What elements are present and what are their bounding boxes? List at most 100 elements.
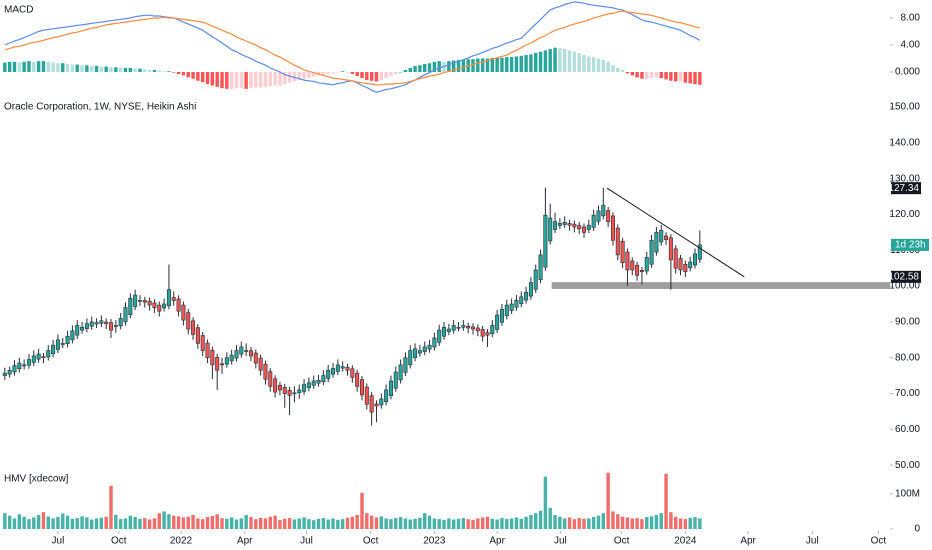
candle-body	[446, 328, 451, 332]
volume-bar	[505, 519, 509, 529]
volume-bar	[229, 517, 234, 529]
price-y-tick-label: 140.00	[889, 137, 920, 148]
macd-histogram-bar	[46, 61, 50, 72]
candle-body	[610, 215, 615, 241]
candle-body	[427, 344, 432, 350]
volume-bar	[456, 518, 461, 529]
candle-body	[664, 235, 669, 240]
volume-bar	[587, 518, 591, 529]
macd-histogram-bar	[7, 61, 12, 72]
macd-histogram-bar	[427, 63, 432, 72]
x-tick-label: Apr	[237, 536, 253, 547]
volume-bar	[630, 518, 634, 529]
macd-histogram-bar	[490, 57, 494, 72]
candle-body	[388, 380, 393, 396]
candle-body	[123, 307, 128, 323]
volume-y-tick-label: 0	[914, 524, 920, 535]
candle-body	[181, 304, 186, 321]
candle-body	[369, 395, 374, 413]
volume-bar	[201, 519, 205, 529]
candle-body	[186, 312, 191, 330]
candle-body	[70, 330, 75, 341]
macd-histogram-bar	[75, 64, 79, 72]
volume-bar	[205, 517, 210, 529]
volume-bar	[562, 518, 567, 529]
macd-histogram-bar	[220, 71, 224, 89]
volume-bar	[278, 519, 282, 529]
volume-bar	[616, 514, 620, 529]
candle-body	[572, 223, 577, 228]
volume-bar	[340, 519, 345, 529]
macd-histogram-bar	[538, 51, 543, 72]
volume-bar	[46, 516, 50, 529]
macd-histogram-bar	[215, 71, 219, 87]
volume-bar	[273, 515, 277, 529]
macd-histogram-bar	[70, 64, 75, 72]
macd-histogram-bar	[379, 71, 383, 81]
macd-histogram-bar	[553, 47, 557, 72]
volume-bar	[451, 519, 456, 529]
candle-body	[499, 309, 504, 323]
macd-histogram-bar	[94, 65, 99, 72]
macd-histogram-bar	[616, 67, 620, 72]
volume-bar	[365, 513, 369, 529]
volume-bar	[350, 516, 355, 529]
candle-body	[171, 297, 176, 301]
candle-body	[548, 217, 553, 242]
candle-body	[596, 210, 601, 222]
candle-body	[220, 363, 225, 366]
macd-histogram-bar	[36, 61, 41, 72]
macd-line	[4, 10, 700, 86]
candle-body	[413, 348, 418, 359]
x-tick-label: 2024	[674, 536, 697, 547]
macd-histogram-bar	[688, 71, 692, 84]
macd-histogram-bar	[196, 71, 200, 81]
candle-body	[355, 372, 360, 387]
candle-body	[562, 222, 567, 225]
volume-bar	[196, 518, 200, 529]
macd-histogram-bar	[567, 50, 572, 72]
candle-body	[157, 304, 162, 312]
price-y-tick-label: 130.00	[889, 173, 920, 184]
volume-bar	[495, 519, 499, 529]
macd-histogram-bar	[176, 71, 181, 75]
volume-bar	[152, 518, 157, 529]
macd-histogram-bar	[509, 57, 514, 72]
macd-histogram-bar	[186, 71, 190, 78]
candle-body	[191, 320, 196, 335]
macd-histogram-bar	[321, 71, 326, 75]
price-y-tick-label: 50.00	[895, 460, 920, 471]
macd-histogram-bar	[302, 71, 306, 79]
volume-bar	[287, 518, 292, 529]
macd-histogram-bar	[558, 48, 562, 72]
macd-histogram-bar	[307, 71, 311, 79]
macd-histogram-bar	[611, 65, 615, 72]
volume-bar	[268, 516, 272, 529]
candle-body	[408, 350, 413, 366]
volume-bar	[398, 517, 403, 529]
candle-body	[273, 378, 278, 393]
macd-histogram-bar	[451, 60, 456, 72]
volume-bar	[345, 517, 350, 529]
candle-body	[109, 322, 114, 331]
candle-body	[65, 335, 70, 345]
candle-body	[133, 294, 138, 307]
volume-bar	[442, 519, 446, 529]
volume-bar	[558, 516, 562, 529]
candle-body	[673, 248, 678, 269]
candle-body	[41, 356, 46, 359]
x-tick-label: Oct	[871, 536, 887, 547]
volume-bar	[41, 512, 46, 529]
macd-y-tick-label: 0.000	[895, 67, 920, 78]
candle-body	[350, 368, 355, 378]
volume-bar	[263, 518, 268, 529]
candle-body	[113, 325, 118, 327]
candle-body	[104, 321, 109, 324]
candle-body	[437, 329, 442, 343]
candle-body	[644, 257, 649, 272]
candle-body	[630, 260, 635, 271]
x-tick-label: Jul	[300, 536, 313, 547]
macd-histogram-bar	[133, 68, 137, 72]
candle-body	[258, 357, 263, 371]
macd-histogram-bar	[432, 61, 437, 72]
